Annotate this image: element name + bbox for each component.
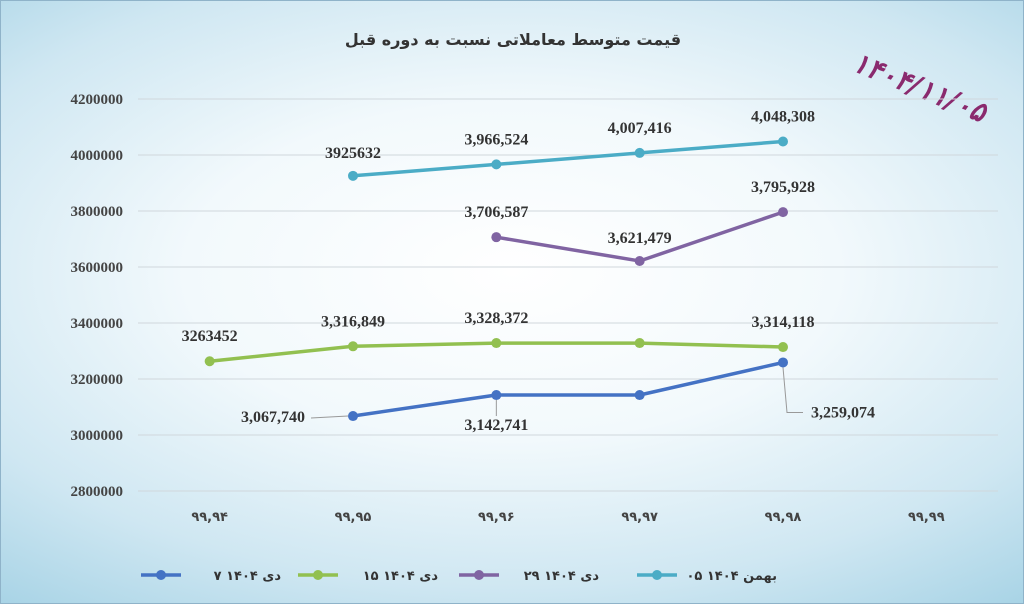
data-label: 4,007,416: [608, 120, 672, 137]
series-line: [352, 360, 784, 418]
leader-line: [782, 367, 803, 413]
data-point: [778, 207, 788, 218]
x-axis-ticks: ۹۹,۹۴ ۹۹,۹۵ ۹۹,۹۶ ۹۹,۹۷ ۹۹,۹۸ ۹۹,۹۹: [191, 510, 944, 525]
data-label: 3,621,479: [608, 230, 672, 247]
data-label: 3,966,524: [464, 131, 528, 148]
y-tick-label: 2800000: [71, 484, 124, 500]
data-point: [348, 170, 358, 181]
x-tick-label: ۹۹,۹۶: [478, 510, 515, 525]
data-point: [491, 338, 502, 349]
y-tick-label: 3400000: [71, 316, 124, 332]
data-labels: 3,067,740 3,142,741 3,259,074 3263452 3,316,…: [182, 108, 875, 434]
data-label: 3263452: [182, 328, 238, 345]
data-label: 3,316,849: [321, 313, 385, 330]
y-axis-ticks: 4200000 4000000 3800000 3600000 3400000 32000…: [71, 92, 124, 500]
y-tick-label: 3600000: [71, 260, 124, 276]
x-tick-label: ۹۹,۹۷: [621, 510, 658, 525]
legend-marker: [474, 570, 484, 580]
data-point: [778, 357, 788, 368]
legend-marker: [652, 570, 662, 580]
data-point: [634, 390, 645, 401]
data-label: 3,795,928: [751, 179, 815, 196]
legend: ۷ دی ۱۴۰۴ ۱۵ دی ۱۴۰۴ ۲۹ دی ۱۴۰۴ ۰۵ بهمن ۱۴۰…: [141, 569, 777, 584]
legend-label: ۰۵ بهمن ۱۴۰۴: [686, 569, 777, 584]
data-point: [634, 338, 645, 349]
y-tick-label: 4200000: [71, 92, 124, 108]
y-tick-label: 3800000: [71, 204, 124, 220]
data-label: 3,142,741: [464, 417, 528, 434]
gridlines: [138, 98, 998, 492]
legend-marker: [156, 570, 166, 580]
data-point: [634, 255, 645, 266]
data-label: 3,706,587: [464, 204, 528, 221]
handwritten-date-stamp: ۱۴۰۴/۱۱/۰۵: [848, 46, 993, 130]
y-tick-label: 4000000: [71, 148, 124, 164]
data-label: 3,314,118: [751, 314, 814, 331]
data-point: [491, 390, 502, 401]
x-tick-label: ۹۹,۹۹: [908, 510, 945, 525]
data-point: [348, 411, 358, 422]
series-group: [204, 136, 788, 422]
data-label: 3925632: [325, 145, 381, 162]
legend-label: ۷ دی ۱۴۰۴: [214, 569, 282, 584]
x-tick-label: ۹۹,۹۴: [191, 510, 228, 525]
x-tick-label: ۹۹,۹۸: [765, 510, 802, 525]
leader-line: [310, 415, 349, 419]
y-tick-label: 3200000: [71, 372, 124, 388]
data-label: 3,259,074: [811, 404, 875, 421]
y-tick-label: 3000000: [71, 428, 124, 444]
legend-label: ۲۹ دی ۱۴۰۴: [524, 569, 600, 584]
data-label: 3,328,372: [464, 310, 528, 327]
data-point: [491, 232, 502, 243]
chart-title: قیمت متوسط معاملاتی نسبت به دوره قبل: [345, 30, 681, 49]
data-point: [778, 342, 788, 353]
data-point: [778, 136, 788, 147]
x-tick-label: ۹۹,۹۵: [335, 510, 372, 525]
data-label: 3,067,740: [241, 409, 305, 426]
series-line: [352, 139, 784, 178]
data-point: [348, 341, 358, 352]
data-point: [491, 159, 502, 170]
data-point: [204, 356, 215, 367]
data-label: 4,048,308: [751, 108, 815, 125]
label-leader-lines: [310, 367, 803, 419]
legend-label: ۱۵ دی ۱۴۰۴: [363, 569, 439, 584]
data-point: [634, 147, 645, 158]
legend-marker: [313, 570, 323, 580]
